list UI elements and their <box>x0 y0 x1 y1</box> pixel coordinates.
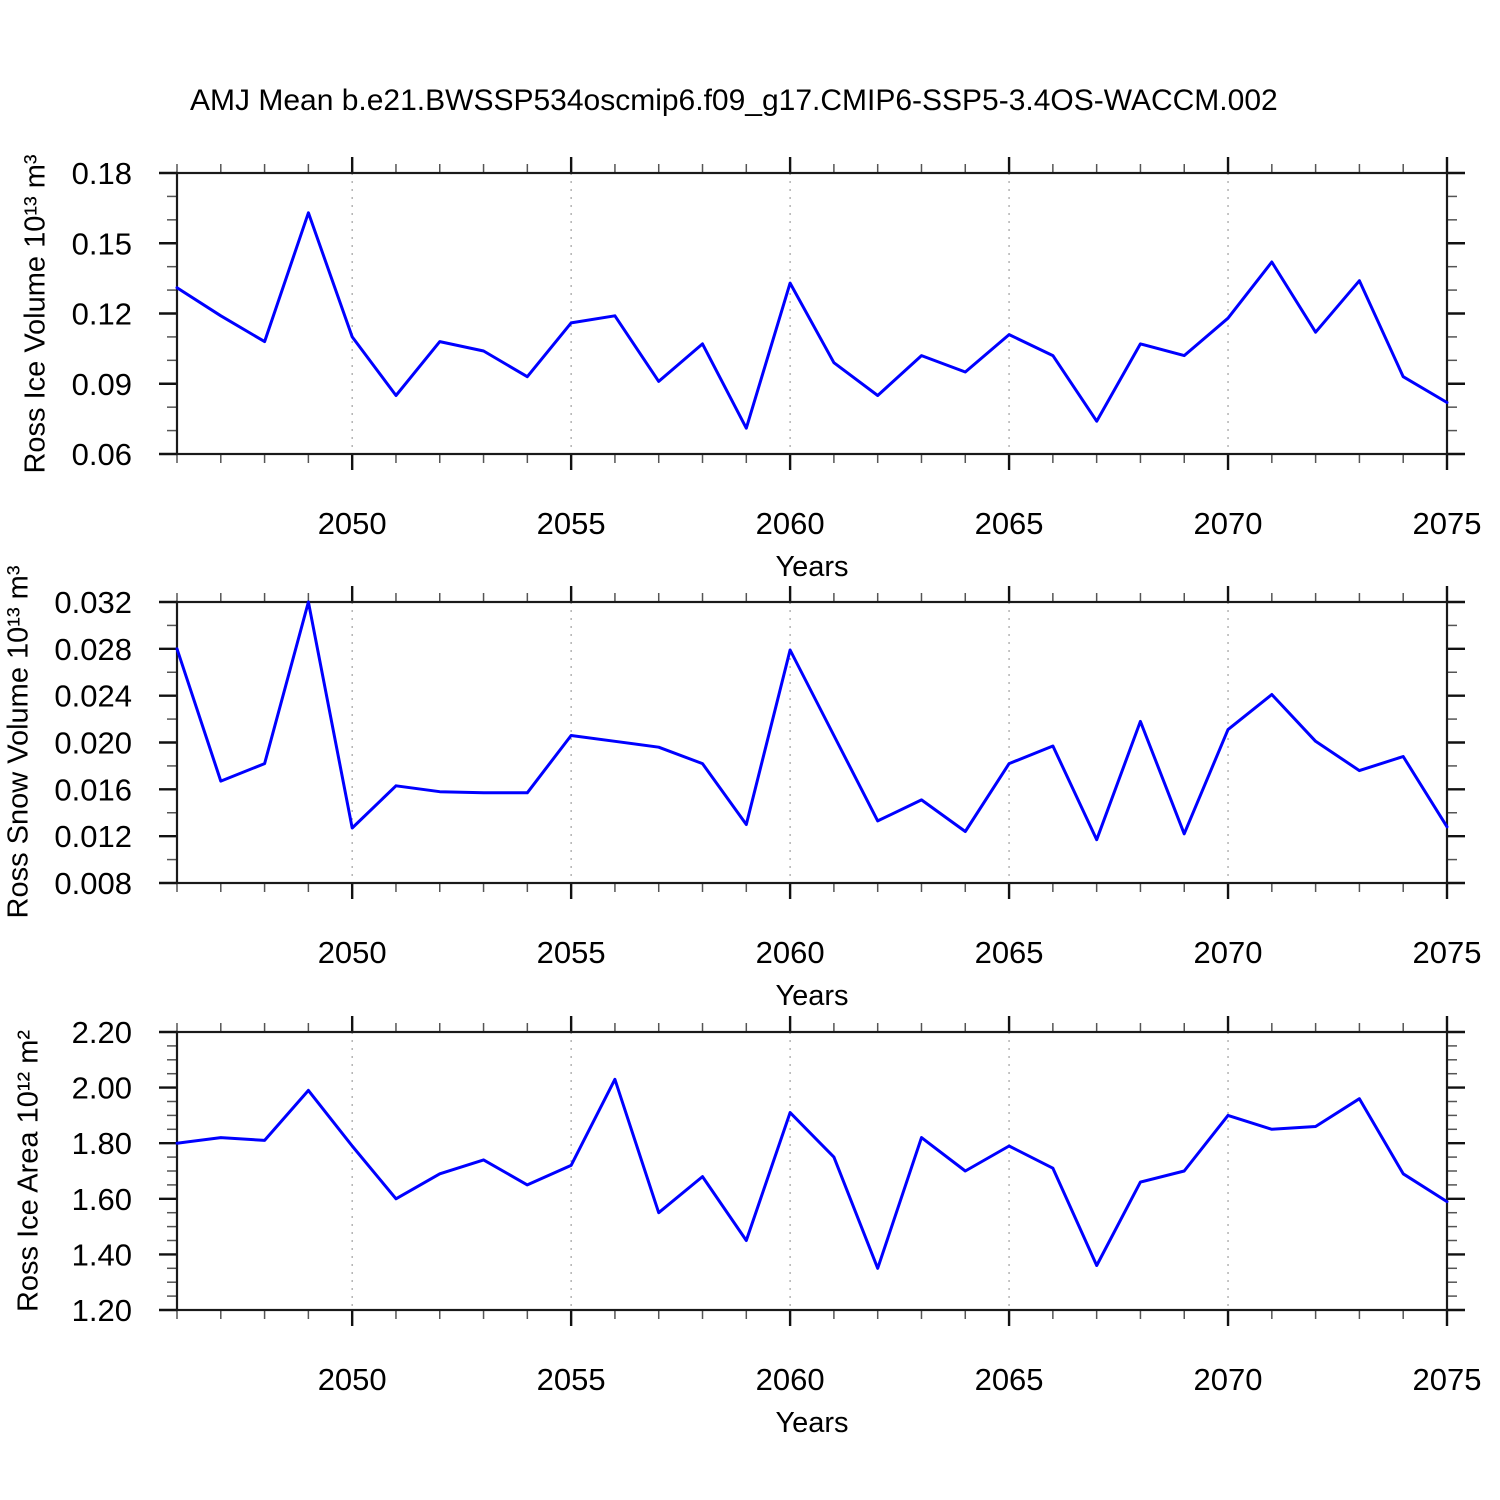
x-tick-label: 2065 <box>975 935 1044 970</box>
y-tick-label: 0.024 <box>54 679 132 714</box>
x-tick-label: 2070 <box>1194 935 1263 970</box>
y-tick-label: 0.016 <box>54 772 132 807</box>
y-axis-label-ice-volume: Ross Ice Volume 10¹³ m³ <box>19 154 52 474</box>
chart-title: AMJ Mean b.e21.BWSSP534oscmip6.f09_g17.C… <box>190 84 1278 117</box>
y-tick-label: 0.032 <box>54 585 132 620</box>
y-axis-label-ice-area: Ross Ice Area 10¹² m² <box>12 1029 45 1313</box>
series-line-ice-volume <box>175 211 1449 430</box>
y-tick-label: 1.40 <box>72 1237 132 1272</box>
x-tick-label: 2060 <box>756 506 825 541</box>
y-tick-label: 0.18 <box>72 156 132 191</box>
panel-ice-volume: 0.06 0.09 0.12 0.15 0.18 2050 2055 2060 2065 2070… <box>72 156 1482 583</box>
series-line-snow-volume <box>175 600 1449 842</box>
x-tick-label: 2060 <box>756 935 825 970</box>
panel-ice-area: 1.20 1.40 1.60 1.80 2.00 2.20 2050 2055 2060 2065… <box>72 1015 1482 1439</box>
y-tick-label: 1.60 <box>72 1182 132 1217</box>
y-tick-label: 0.12 <box>72 297 132 332</box>
plot-frame <box>175 600 1449 885</box>
x-axis-label: Years <box>775 980 848 1012</box>
x-tick-label: 2070 <box>1194 1362 1263 1397</box>
plot-frame <box>175 1030 1449 1312</box>
y-tick-label: 0.008 <box>54 866 132 901</box>
y-axis-label-snow-volume: Ross Snow Volume 10¹³ m³ <box>2 565 35 919</box>
y-tick-label: 2.20 <box>72 1015 132 1050</box>
x-axis-label: Years <box>775 1407 848 1439</box>
x-tick-label: 2075 <box>1413 1362 1482 1397</box>
x-axis-label: Years <box>775 551 848 583</box>
y-tick-label: 0.06 <box>72 437 132 472</box>
x-tick-label: 2075 <box>1413 506 1482 541</box>
x-tick-label: 2050 <box>318 1362 387 1397</box>
plot-frame <box>175 171 1449 456</box>
y-tick-label: 0.020 <box>54 726 132 761</box>
x-tick-label: 2065 <box>975 506 1044 541</box>
x-tick-label: 2055 <box>537 506 606 541</box>
y-tick-label: 0.09 <box>72 367 132 402</box>
series-line-ice-area <box>175 1077 1449 1270</box>
x-tick-label: 2065 <box>975 1362 1044 1397</box>
x-tick-label: 2070 <box>1194 506 1263 541</box>
y-tick-label: 0.15 <box>72 226 132 261</box>
y-tick-label: 1.20 <box>72 1293 132 1328</box>
x-tick-label: 2050 <box>318 935 387 970</box>
y-tick-label: 0.028 <box>54 632 132 667</box>
x-tick-label: 2055 <box>537 935 606 970</box>
x-tick-label: 2075 <box>1413 935 1482 970</box>
y-tick-label: 1.80 <box>72 1126 132 1161</box>
panel-snow-volume: 0.008 0.012 0.016 0.020 0.024 0.028 0.032 2050 2… <box>54 585 1481 1012</box>
x-tick-label: 2055 <box>537 1362 606 1397</box>
y-tick-label: 0.012 <box>54 819 132 854</box>
y-tick-label: 2.00 <box>72 1071 132 1106</box>
x-tick-label: 2050 <box>318 506 387 541</box>
x-tick-label: 2060 <box>756 1362 825 1397</box>
